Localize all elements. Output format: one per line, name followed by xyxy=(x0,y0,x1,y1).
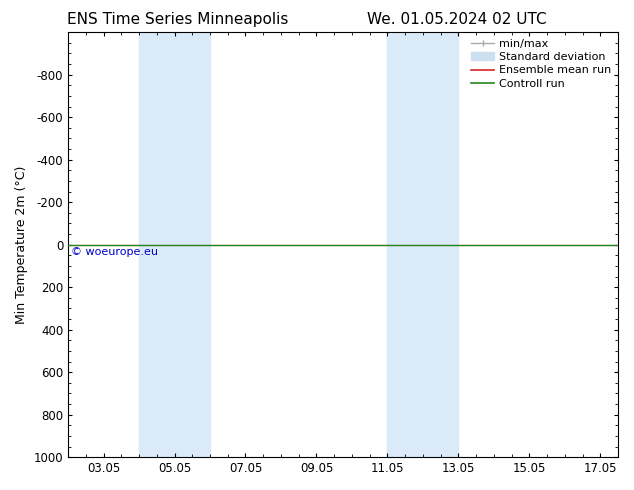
Legend: min/max, Standard deviation, Ensemble mean run, Controll run: min/max, Standard deviation, Ensemble me… xyxy=(467,34,616,93)
Bar xyxy=(423,32,458,457)
Text: © woeurope.eu: © woeurope.eu xyxy=(71,247,158,257)
Text: ENS Time Series Minneapolis: ENS Time Series Minneapolis xyxy=(67,12,288,27)
Bar xyxy=(139,32,174,457)
Bar xyxy=(387,32,423,457)
Bar xyxy=(174,32,210,457)
Y-axis label: Min Temperature 2m (°C): Min Temperature 2m (°C) xyxy=(15,166,28,324)
Text: We. 01.05.2024 02 UTC: We. 01.05.2024 02 UTC xyxy=(366,12,547,27)
